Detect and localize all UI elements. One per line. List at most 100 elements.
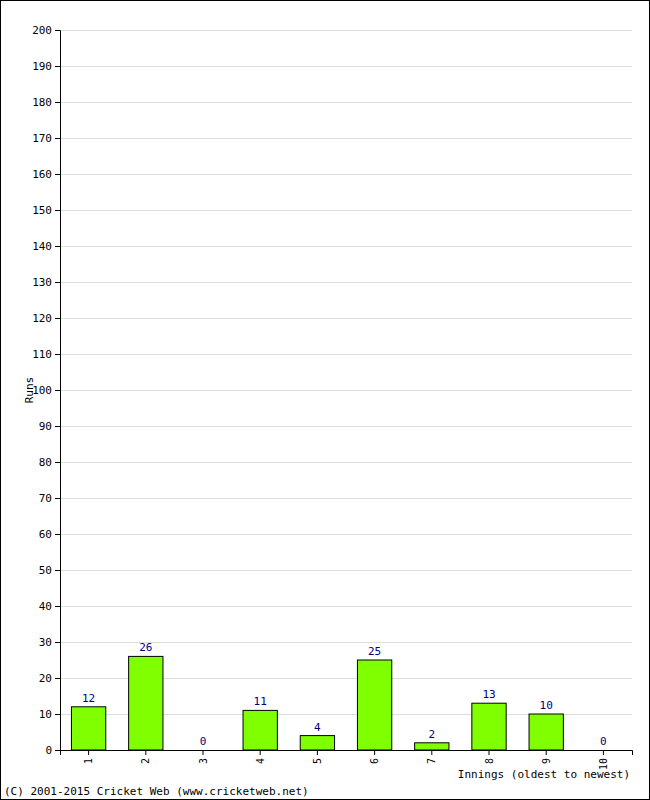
bar — [357, 660, 391, 750]
y-tick-mark — [55, 642, 60, 643]
y-tick: 110 — [32, 348, 60, 361]
y-tick-label: 110 — [32, 348, 52, 361]
x-tick-mark — [88, 750, 89, 755]
bar — [586, 750, 620, 751]
grid-line — [60, 426, 632, 427]
y-axis: 0102030405060708090100110120130140150160… — [32, 24, 60, 757]
grid-line — [60, 606, 632, 607]
plot: 1226011425213100010203040506070809010011… — [32, 24, 632, 770]
bar — [415, 743, 449, 750]
data-label: 0 — [200, 735, 207, 748]
x-axis-title: Innings (oldest to newest) — [458, 768, 630, 781]
x-tick-mark — [260, 750, 261, 755]
grid-line — [60, 318, 632, 319]
data-label: 0 — [600, 735, 607, 748]
y-tick-label: 60 — [39, 528, 52, 541]
y-tick-label: 90 — [39, 420, 52, 433]
x-tick-label: 5 — [312, 758, 323, 764]
x-tick: 7 — [426, 750, 437, 764]
y-tick-mark — [55, 282, 60, 283]
y-tick-mark — [55, 390, 60, 391]
data-label: 12 — [82, 692, 95, 705]
y-tick-mark — [55, 534, 60, 535]
grid-line — [60, 210, 632, 211]
y-tick-label: 20 — [39, 672, 52, 685]
x-tick-label: 1 — [83, 758, 94, 764]
y-tick: 160 — [32, 168, 60, 181]
y-tick: 90 — [39, 420, 60, 433]
y-tick-label: 130 — [32, 276, 52, 289]
y-tick: 120 — [32, 312, 60, 325]
x-tick-label: 4 — [255, 758, 266, 764]
x-tick: 1 — [83, 750, 94, 764]
y-tick-mark — [55, 462, 60, 463]
y-tick-mark — [55, 102, 60, 103]
y-tick-mark — [55, 354, 60, 355]
grid-line — [60, 570, 632, 571]
y-tick: 20 — [39, 672, 60, 685]
y-tick: 0 — [45, 744, 60, 757]
data-label: 10 — [540, 699, 553, 712]
y-tick-label: 150 — [32, 204, 52, 217]
grid-line — [60, 246, 632, 247]
border — [1, 1, 650, 800]
x-tick: 6 — [369, 750, 380, 764]
x-tick-label: 2 — [140, 758, 151, 764]
data-label: 11 — [254, 695, 267, 708]
grid-line — [60, 102, 632, 103]
x-tick-label: 3 — [198, 758, 209, 764]
y-axis-title: Runs — [23, 377, 36, 404]
bar — [129, 656, 163, 750]
y-tick: 130 — [32, 276, 60, 289]
y-tick-label: 170 — [32, 132, 52, 145]
y-tick: 60 — [39, 528, 60, 541]
y-tick-mark — [55, 318, 60, 319]
y-tick: 50 — [39, 564, 60, 577]
x-tick-mark — [203, 750, 204, 755]
data-label: 13 — [482, 688, 495, 701]
y-axis-line — [55, 31, 61, 751]
grid-line — [60, 390, 632, 391]
y-tick-label: 190 — [32, 60, 52, 73]
y-tick-label: 180 — [32, 96, 52, 109]
y-tick-label: 10 — [39, 708, 52, 721]
x-tick-label: 7 — [426, 758, 437, 764]
bar — [472, 703, 506, 750]
y-tick-mark — [55, 174, 60, 175]
grid-line — [60, 462, 632, 463]
bar — [71, 707, 105, 750]
y-tick: 70 — [39, 492, 60, 505]
x-axis-line — [61, 751, 633, 756]
bar — [243, 710, 277, 750]
y-tick-label: 70 — [39, 492, 52, 505]
grid-line — [60, 498, 632, 499]
x-tick-mark — [546, 750, 547, 755]
chart: 1226011425213100010203040506070809010011… — [0, 0, 650, 800]
y-tick-mark — [55, 498, 60, 499]
y-tick-mark — [55, 210, 60, 211]
y-tick-label: 160 — [32, 168, 52, 181]
y-tick-mark — [55, 678, 60, 679]
data-label: 25 — [368, 645, 381, 658]
x-tick-label: 8 — [484, 758, 495, 764]
y-tick-mark — [55, 714, 60, 715]
y-tick-label: 80 — [39, 456, 52, 469]
y-tick: 30 — [39, 636, 60, 649]
grid-line — [60, 534, 632, 535]
y-tick-label: 120 — [32, 312, 52, 325]
x-tick-mark — [431, 750, 432, 755]
x-tick-mark — [317, 750, 318, 755]
y-tick-mark — [55, 750, 60, 751]
grid-line — [60, 174, 632, 175]
y-tick-label: 200 — [32, 24, 52, 37]
y-tick: 180 — [32, 96, 60, 109]
y-tick: 190 — [32, 60, 60, 73]
y-tick-mark — [55, 138, 60, 139]
y-tick-label: 30 — [39, 636, 52, 649]
x-tick-mark — [603, 750, 604, 755]
y-tick-label: 140 — [32, 240, 52, 253]
y-tick: 80 — [39, 456, 60, 469]
grid-line — [60, 138, 632, 139]
grid — [60, 31, 632, 751]
y-tick-label: 50 — [39, 564, 52, 577]
